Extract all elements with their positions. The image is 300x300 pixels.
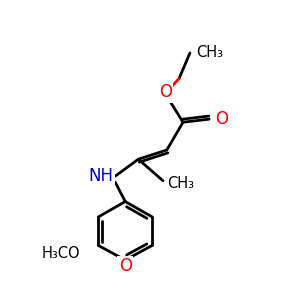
Text: O: O	[215, 110, 228, 128]
Text: O: O	[159, 83, 172, 101]
Text: CH₃: CH₃	[196, 45, 223, 60]
Text: NH: NH	[89, 167, 114, 185]
Text: H₃CO: H₃CO	[42, 246, 81, 261]
Text: CH₃: CH₃	[167, 176, 194, 191]
Text: O: O	[119, 257, 132, 275]
